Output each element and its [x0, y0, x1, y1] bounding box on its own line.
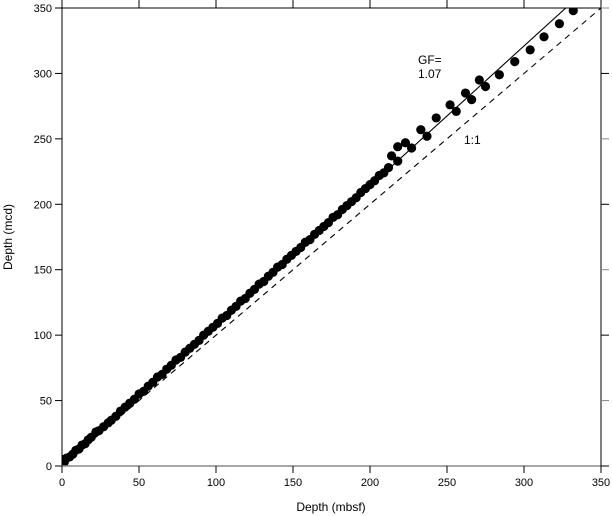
data-point [416, 125, 426, 135]
data-point [480, 81, 491, 92]
data-point [460, 88, 471, 98]
one-to-one-line-label: 1:1 [464, 133, 481, 147]
x-tick-label: 150 [284, 477, 302, 489]
data-point [445, 100, 455, 110]
x-tick-label: 100 [207, 477, 225, 489]
x-tick-label: 250 [438, 477, 456, 489]
data-point [539, 32, 549, 42]
axes: 0 50 100 150 200 250 300 350 0 50 100 150 200 250 300 3… [34, 0, 610, 489]
x-tick-label: 350 [592, 477, 610, 489]
y-tick-label: 300 [34, 68, 52, 80]
y-tick-label: 350 [34, 3, 52, 15]
y-tick-label: 150 [34, 265, 52, 277]
data-point [383, 163, 394, 173]
data-point [422, 131, 432, 141]
x-tick-label: 200 [361, 477, 379, 489]
gf-line-label-1: GF= [418, 53, 442, 67]
data-point [406, 143, 417, 153]
data-point [386, 151, 397, 161]
data-point [393, 142, 403, 152]
plot-clip-group [62, 8, 601, 466]
data-point [494, 70, 504, 80]
y-tick-label: 0 [46, 461, 52, 473]
plot-area [62, 8, 601, 466]
y-tick-label: 250 [34, 134, 52, 146]
data-point [451, 106, 461, 116]
data-point [474, 75, 484, 85]
data-point [510, 57, 520, 67]
data-point [400, 138, 411, 148]
x-tick-label: 0 [59, 477, 65, 489]
y-tick-label: 100 [34, 330, 52, 342]
data-point [554, 19, 565, 29]
data-point [467, 95, 477, 105]
data-point [431, 113, 441, 123]
y-tick-label: 200 [34, 199, 52, 211]
x-tick-label: 50 [133, 477, 145, 489]
y-axis-title: Depth (mcd) [1, 204, 15, 270]
one-to-one-line [62, 8, 601, 466]
x-tick-label: 300 [515, 477, 533, 489]
data-point [568, 8, 578, 16]
data-point [393, 156, 403, 166]
y-tick-label: 50 [40, 396, 52, 408]
gf-line-label-2: 1.07 [418, 67, 442, 81]
data-point [525, 45, 535, 55]
x-axis-title: Depth (mbsf) [296, 500, 365, 514]
